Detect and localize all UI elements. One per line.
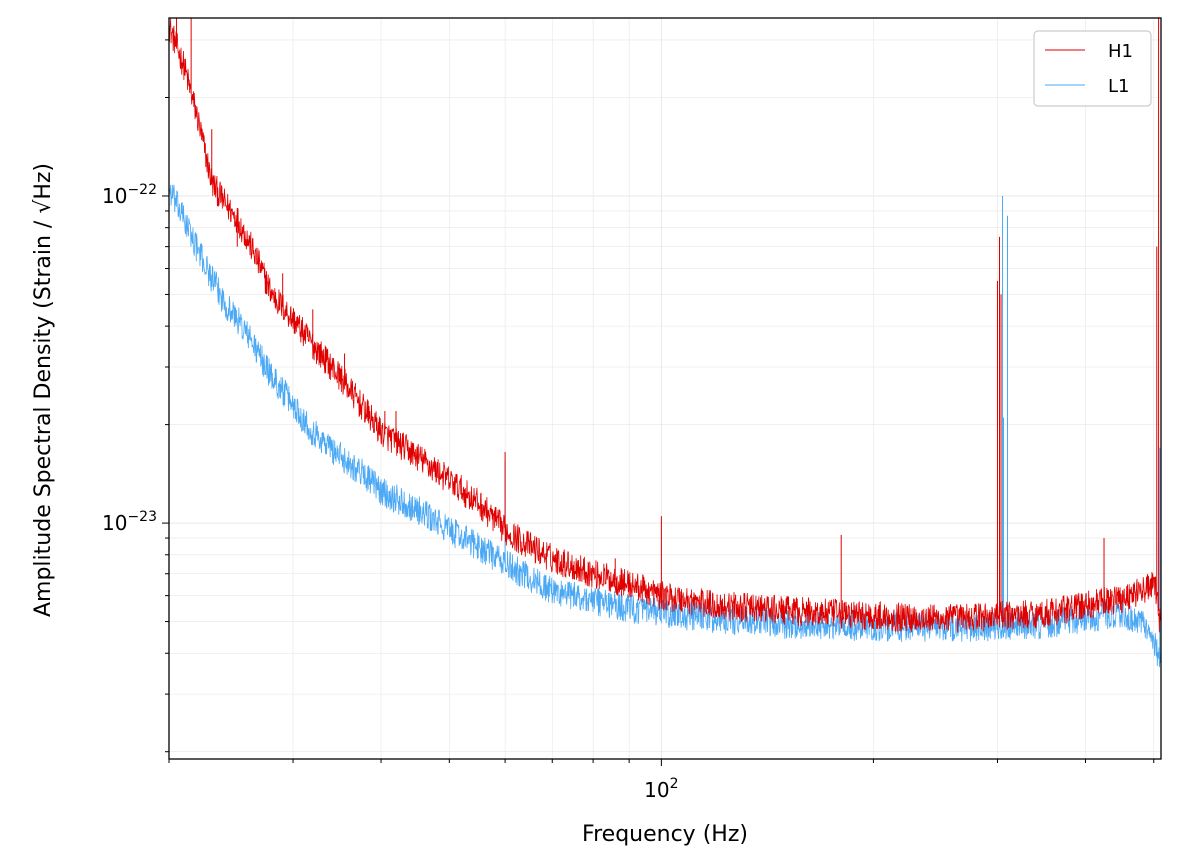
legend: H1 L1 xyxy=(1033,30,1152,107)
series-line-l1 xyxy=(169,184,1161,668)
x-axis-label: Frequency (Hz) xyxy=(582,822,748,847)
ticks xyxy=(162,39,1155,766)
y-tick-exponent: −22 xyxy=(127,182,157,198)
y-tick-exponent: −23 xyxy=(127,509,157,525)
series-line-h1 xyxy=(169,18,1161,633)
legend-label-h1: H1 xyxy=(1108,41,1133,62)
y-axis-label: Amplitude Spectral Density (Strain / √Hz… xyxy=(31,163,56,617)
y-tick-label: 10−22 xyxy=(102,182,157,208)
legend-box xyxy=(1033,30,1152,107)
x-tick-exponent: 2 xyxy=(670,776,679,792)
plot-frame xyxy=(168,17,1162,760)
series-layer xyxy=(169,18,1161,668)
legend-label-l1: L1 xyxy=(1108,76,1129,97)
